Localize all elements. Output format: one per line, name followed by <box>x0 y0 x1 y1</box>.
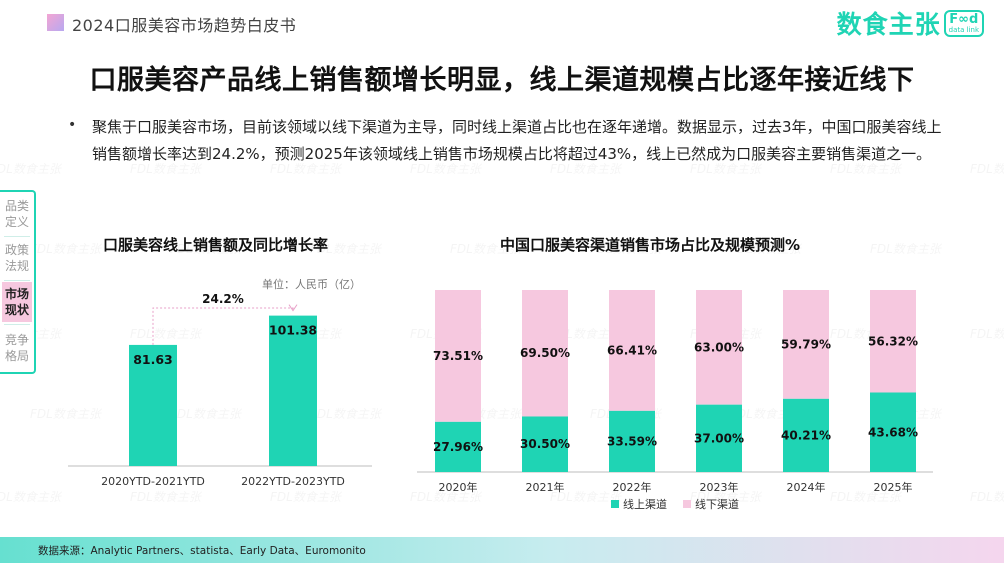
chart2-offline-data-label: 69.50% <box>520 346 570 360</box>
chart2-online-data-label: 43.68% <box>868 425 918 439</box>
section-sidenav: 品类定义 政策法规 市场现状 竞争格局 <box>0 190 36 374</box>
chart2-category-label: 2025年 <box>874 480 913 494</box>
watermark-text: FDL数食主张 <box>970 325 1004 342</box>
watermark-text: FDL数食主张 <box>30 240 101 257</box>
logo-badge-bottom: data link <box>948 25 979 34</box>
chart2-bar-offline <box>696 290 742 405</box>
footer-bar: 数据来源：Analytic Partners、statista、Early Da… <box>0 537 1004 563</box>
chart2-bar-online <box>783 398 829 472</box>
sidenav-divider <box>4 236 30 237</box>
brand-logo: 数食主张 F∞d data link <box>837 6 984 40</box>
chart2-bar-online <box>609 410 655 472</box>
chart1-unit-label: 单位：人民币（亿） <box>262 278 361 291</box>
chart2-bar-offline <box>609 290 655 411</box>
chart2-offline-data-label: 66.41% <box>607 343 657 357</box>
chart1-growth-arrowhead <box>288 304 298 312</box>
chart2-bar-online <box>522 416 568 472</box>
watermark-text: FDL数食主张 <box>970 160 1004 177</box>
chart2-category-label: 2023年 <box>700 480 739 494</box>
chart1-growth-connector <box>152 307 294 345</box>
watermark-text: FDL数食主张 <box>0 488 61 505</box>
sidenav-item-policy[interactable]: 政策法规 <box>4 243 29 273</box>
chart2-online-data-label: 30.50% <box>520 437 570 451</box>
header-accent-square <box>47 14 64 31</box>
sidenav-item-competition[interactable]: 竞争格局 <box>4 333 29 363</box>
chart2-category-label: 2020年 <box>439 480 478 494</box>
chart2-offline-data-label: 63.00% <box>694 340 744 354</box>
sidenav-divider <box>4 280 30 281</box>
chart2-legend-swatch-online <box>611 500 619 508</box>
page-title: 口服美容产品线上销售额增长明显，线上渠道规模占比逐年接近线下 <box>89 65 915 96</box>
chart2-legend-label-offline: 线下渠道 <box>695 497 739 511</box>
chart2-online-data-label: 37.00% <box>694 431 744 445</box>
chart2-bar-online <box>435 421 481 472</box>
chart2-bar-offline <box>522 290 568 417</box>
chart2-bar-offline <box>783 290 829 399</box>
chart1-growth-label: 24.2% <box>202 292 244 306</box>
watermark-text: FDL数食主张 <box>970 488 1004 505</box>
chart2-online-data-label: 27.96% <box>433 440 483 454</box>
chart2-offline-data-label: 56.32% <box>868 334 918 348</box>
watermark-text: FDL数食主张 <box>0 160 61 177</box>
chart2-offline-data-label: 73.51% <box>433 349 483 363</box>
chart2-offline-data-label: 59.79% <box>781 337 831 351</box>
watermark-text: FDL数食主张 <box>870 240 941 257</box>
sidenav-item-category-definition[interactable]: 品类定义 <box>4 199 29 229</box>
logo-food-badge: F∞d data link <box>943 9 984 37</box>
logo-cn-text: 数食主张 <box>836 10 941 39</box>
bullet-marker: • <box>68 117 77 133</box>
chart2-legend-label-online: 线上渠道 <box>623 497 667 511</box>
chart2-title: 中国口服美容渠道销售市场占比及规模预测% <box>500 236 801 254</box>
chart1-title: 口服美容线上销售额及同比增长率 <box>103 236 329 254</box>
summary-paragraph: 聚焦于口服美容市场，目前该领域以线下渠道为主导，同时线上渠道占比也在逐年递增。数… <box>92 118 942 163</box>
chart2-bar-offline <box>870 290 916 393</box>
sidenav-item-market-status[interactable]: 市场现状 <box>2 282 32 322</box>
report-title: 2024口服美容市场趋势白皮书 <box>72 16 297 35</box>
chart1-category-label: 2022YTD-2023YTD <box>241 475 345 488</box>
chart2-bar-offline <box>435 290 481 422</box>
logo-badge-top: F∞d <box>949 11 979 27</box>
chart1-category-label: 2020YTD-2021YTD <box>101 475 205 488</box>
chart2-category-label: 2021年 <box>526 480 565 494</box>
chart1-bar <box>129 344 177 466</box>
chart1-online-sales-bar-chart: 81.63 2020YTD-2021YTD 101.38 2022YTD-2023YT… <box>68 292 372 488</box>
chart2-bar-online <box>696 404 742 472</box>
chart2-category-label: 2022年 <box>613 480 652 494</box>
chart2-channel-share-stacked-chart: 73.51% 27.96% 2020年 69.50% 30.50% 2021年 66.41%… <box>417 290 933 511</box>
chart1-bar <box>269 315 317 466</box>
sidenav-divider <box>4 324 30 325</box>
chart1-data-label: 101.38 <box>269 323 317 338</box>
chart2-online-data-label: 33.59% <box>607 434 657 448</box>
chart2-bar-online <box>870 392 916 472</box>
chart2-legend-swatch-offline <box>683 500 691 508</box>
chart2-category-label: 2024年 <box>787 480 826 494</box>
data-source-note: 数据来源：Analytic Partners、statista、Early Da… <box>38 545 366 557</box>
chart1-data-label: 81.63 <box>133 352 173 367</box>
chart2-online-data-label: 40.21% <box>781 428 831 442</box>
